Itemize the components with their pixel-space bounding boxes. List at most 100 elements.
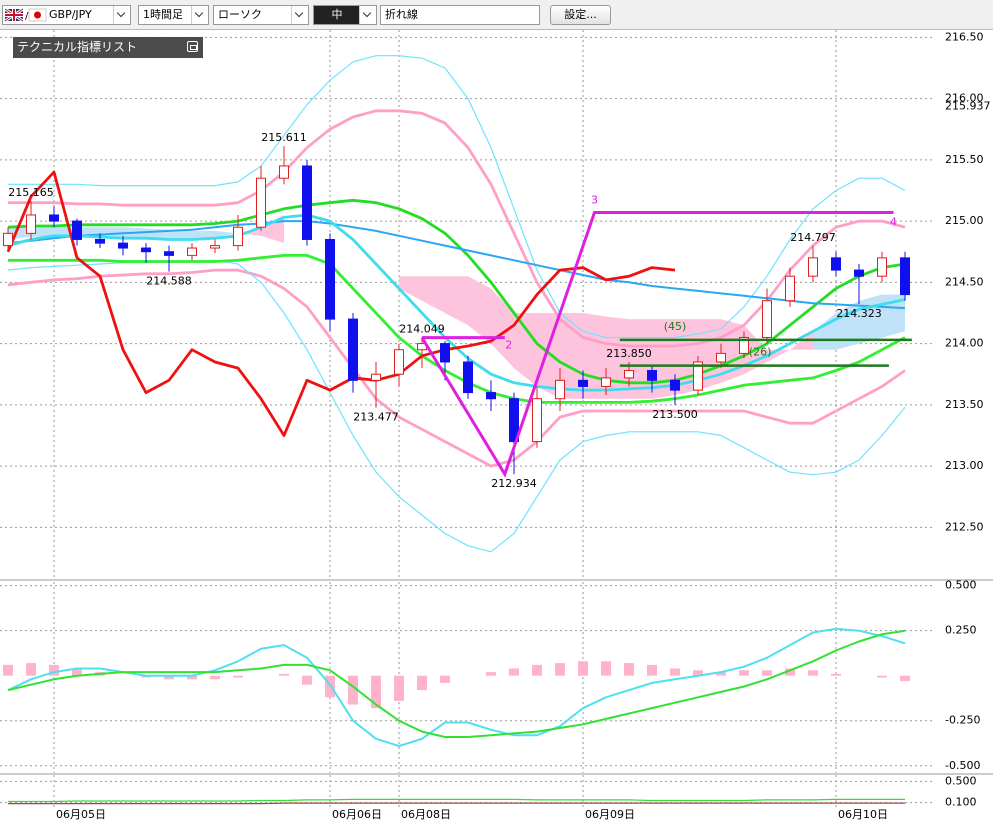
- flags: /: [4, 7, 47, 23]
- cloud: [468, 276, 491, 344]
- x-tick-label: 06月05日: [56, 808, 106, 821]
- histogram-bar: [394, 675, 404, 701]
- y-tick-label: 0.500: [945, 774, 977, 787]
- y-tick-label: 213.00: [945, 459, 984, 472]
- low-label: 213.500: [652, 408, 698, 421]
- indicator-line: [8, 55, 906, 339]
- candle-body: [187, 247, 197, 256]
- level-label: (26): [749, 346, 772, 359]
- histogram-bar: [187, 675, 197, 680]
- indicator-list-title: テクニカル指標リスト: [17, 40, 138, 54]
- high-label: 214.049: [399, 323, 445, 336]
- histogram-bar: [555, 663, 565, 676]
- settings-button[interactable]: 設定...: [550, 5, 611, 25]
- y-tick-label: 214.50: [945, 275, 984, 288]
- candle-body: [49, 214, 59, 222]
- x-tick-label: 06月10日: [838, 808, 888, 821]
- pair-select[interactable]: / GBP/JPY: [2, 5, 131, 25]
- candle-body: [348, 318, 358, 381]
- y-tick-label: -0.250: [945, 714, 980, 727]
- histogram-bar: [233, 675, 243, 678]
- timeframe: 1時間足: [143, 8, 183, 21]
- y-tick-label: 213.50: [945, 398, 984, 411]
- cloud: [100, 227, 123, 238]
- cloud: [813, 312, 836, 350]
- indicator-line: [7, 198, 906, 385]
- chart-style: ローソク: [218, 8, 262, 21]
- candle-body: [555, 379, 565, 400]
- candle-body: [739, 336, 749, 354]
- cloud: [399, 276, 422, 301]
- line-type: 折れ線: [385, 8, 418, 21]
- histogram-bar: [578, 661, 588, 676]
- size-select[interactable]: 中: [313, 5, 377, 25]
- candle-body: [900, 257, 910, 296]
- cloud: [514, 312, 537, 387]
- cloud: [882, 294, 905, 338]
- low-label: 212.934: [491, 477, 537, 490]
- indicator-line: [8, 254, 906, 404]
- line-type-field[interactable]: 折れ線: [380, 5, 540, 25]
- candle-body: [624, 370, 634, 379]
- y-tick-label: 0.250: [945, 624, 977, 637]
- candle-body: [302, 165, 312, 240]
- timeframe-select[interactable]: 1時間足: [138, 5, 209, 25]
- low-label: 214.323: [836, 307, 882, 320]
- histogram-bar: [900, 675, 910, 682]
- candle-body: [164, 251, 174, 256]
- indicator-list[interactable]: テクニカル指標リスト: [13, 37, 203, 58]
- histogram-bar: [509, 668, 519, 676]
- candle-body: [463, 361, 473, 394]
- indicator-line: [6, 170, 676, 437]
- cloud: [169, 229, 192, 239]
- cloud: [215, 230, 238, 238]
- indicator-line: [8, 798, 905, 803]
- x-tick-label: 06月06日: [332, 808, 382, 821]
- candle-body: [647, 370, 657, 381]
- candle-body: [118, 242, 128, 249]
- candle-body: [762, 300, 772, 338]
- histogram-bar: [26, 663, 36, 676]
- style-select[interactable]: ローソク: [213, 5, 309, 25]
- histogram-bar: [601, 661, 611, 676]
- histogram-bar: [532, 664, 542, 676]
- candle-body: [808, 257, 818, 277]
- candle-body: [601, 377, 611, 387]
- candle-body: [854, 269, 864, 277]
- histogram-bar: [348, 675, 358, 705]
- histogram-bar: [739, 670, 749, 676]
- histogram-bar: [831, 673, 841, 676]
- cloud: [445, 276, 468, 326]
- y-tick-label: 214.00: [945, 337, 984, 350]
- x-tick-label: 06月09日: [585, 808, 635, 821]
- indicator-line: [7, 268, 906, 468]
- histogram-bar: [164, 675, 174, 680]
- low-label: 213.477: [353, 411, 399, 424]
- high-label: 215.611: [261, 131, 307, 144]
- y-tick-label: 212.50: [945, 520, 984, 533]
- cloud: [31, 227, 54, 238]
- candle-body: [486, 392, 496, 400]
- histogram-bar: [3, 664, 13, 676]
- histogram-bar: [302, 675, 312, 685]
- histogram-bar: [49, 664, 59, 676]
- cloud: [583, 312, 606, 399]
- settings-label: 設定...: [564, 8, 597, 21]
- size: 中: [314, 6, 360, 24]
- candle-body: [877, 257, 887, 277]
- indicator-line: [7, 629, 906, 738]
- histogram-bar: [670, 668, 680, 676]
- y-tick-label: 216.50: [945, 30, 984, 43]
- candle-body: [279, 165, 289, 179]
- candle-body: [440, 343, 450, 363]
- cloud: [790, 331, 813, 350]
- indicator-line: [8, 109, 906, 348]
- cloud: [146, 228, 169, 239]
- candle-body: [394, 349, 404, 375]
- histogram-bar: [647, 664, 657, 676]
- candle-body: [3, 232, 13, 247]
- candle-body: [26, 214, 36, 234]
- pattern-label: 2: [505, 339, 512, 352]
